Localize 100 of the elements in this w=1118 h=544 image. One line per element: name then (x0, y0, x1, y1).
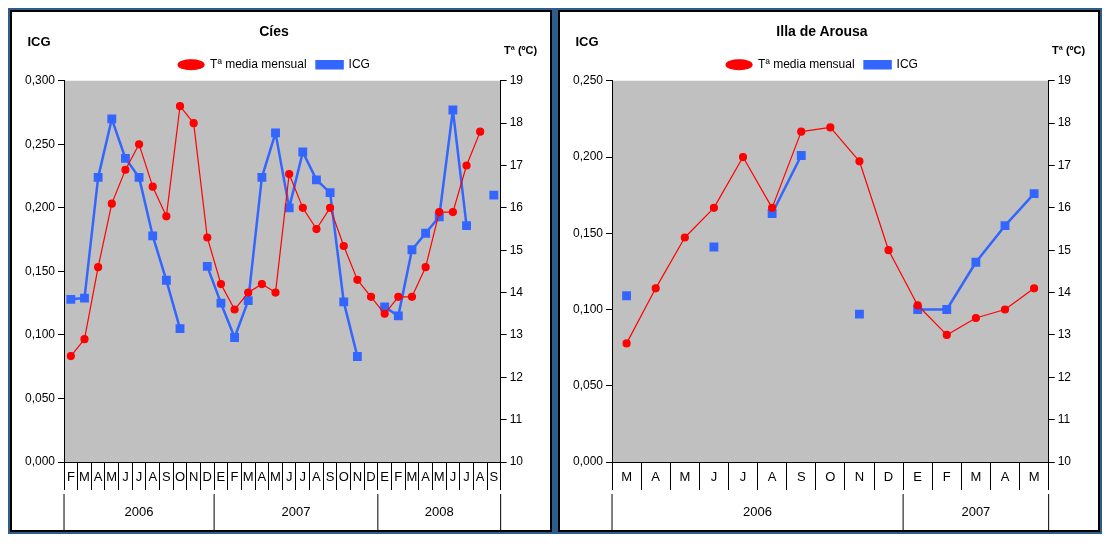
point (1000, 305, 1010, 314)
point (298, 147, 308, 157)
point (738, 152, 748, 162)
y-tick-label: 0,250 (25, 136, 56, 151)
x-tick-label: N (352, 468, 363, 484)
x-tick-label: F (66, 468, 75, 484)
point (421, 263, 430, 272)
legend-label: ICG (896, 57, 918, 72)
x-tick-label: M (79, 468, 90, 484)
y2-tick-label: 11 (509, 411, 523, 426)
x-tick-label: A (257, 468, 267, 484)
x-tick-label: M (621, 468, 633, 484)
point (134, 172, 144, 182)
y2-axis-title: Tª (ºC) (504, 43, 538, 56)
point (243, 296, 253, 306)
point (312, 175, 321, 185)
y-axis-title: ICG (27, 34, 51, 50)
y2-tick-label: 14 (509, 284, 524, 299)
y2-tick-label: 19 (509, 73, 524, 88)
point (80, 293, 89, 303)
point (407, 245, 417, 255)
point (148, 231, 158, 241)
x-tick-label: O (338, 468, 349, 484)
x-tick-label: A (421, 468, 431, 484)
point (216, 280, 226, 289)
x-tick-label: S (796, 468, 806, 484)
x-tick-label: F (394, 468, 403, 484)
point (448, 208, 457, 217)
chart-title: Illa de Arousa (776, 23, 868, 40)
point (352, 352, 362, 361)
point (797, 127, 806, 136)
point (339, 297, 349, 307)
point (462, 221, 471, 231)
x-tick-label: A (651, 468, 661, 484)
x-tick-label: A (767, 468, 777, 484)
point (298, 203, 307, 212)
y2-tick-label: 18 (1057, 115, 1072, 130)
point (257, 172, 267, 182)
point (161, 275, 171, 285)
point (244, 288, 253, 297)
x-tick-label: E (216, 468, 226, 484)
x-tick-label: M (106, 468, 118, 484)
point (339, 241, 348, 251)
point (175, 324, 185, 334)
y2-tick-label: 15 (1057, 242, 1072, 257)
point (826, 123, 835, 132)
x-tick-label: D (202, 468, 212, 484)
point (189, 119, 198, 128)
x-tick-label: M (970, 468, 982, 484)
point (312, 224, 321, 234)
point (380, 309, 389, 318)
point (407, 292, 417, 301)
y2-tick-label: 17 (509, 157, 524, 172)
x-tick-label: D (883, 468, 894, 484)
x-tick-label: S (162, 468, 172, 484)
y-tick-label: 0,100 (25, 327, 56, 342)
y2-tick-label: 16 (1057, 200, 1072, 215)
y-tick-label: 0,250 (573, 73, 604, 88)
x-tick-label: S (325, 468, 335, 484)
y2-tick-label: 15 (509, 242, 524, 257)
point (148, 182, 157, 191)
point (421, 228, 431, 238)
point (94, 263, 103, 272)
point (1030, 284, 1039, 293)
y-tick-label: 0,000 (25, 454, 56, 469)
x-tick-label: M (679, 468, 691, 484)
point (448, 105, 458, 115)
text: 2008 (424, 503, 454, 519)
text: 2006 (124, 503, 154, 519)
point (202, 261, 212, 271)
point (175, 102, 185, 111)
y2-tick-label: 13 (1057, 327, 1072, 342)
point (271, 288, 280, 297)
x-tick-label: J (449, 468, 457, 484)
point (284, 203, 294, 213)
x-tick-label: J (285, 468, 293, 484)
x-tick-label: J (463, 468, 470, 484)
point (80, 335, 89, 344)
point (325, 188, 335, 198)
y-tick-label: 0,050 (573, 378, 604, 393)
legend-label: Tª media mensual (210, 57, 307, 72)
y2-tick-label: 10 (509, 454, 524, 469)
x-tick-label: J (122, 468, 129, 484)
text: 2007 (961, 503, 991, 519)
y-tick-label: 0,100 (573, 301, 604, 316)
y2-tick-label: 14 (1057, 284, 1072, 299)
point (651, 284, 660, 293)
y2-tick-label: 18 (509, 115, 524, 130)
point (121, 153, 130, 163)
point (66, 294, 76, 304)
point (971, 257, 981, 267)
y2-tick-label: 17 (1057, 157, 1072, 172)
point (216, 298, 226, 308)
y-axis-title: ICG (575, 34, 599, 50)
point (709, 203, 719, 212)
y2-tick-label: 12 (1057, 369, 1072, 384)
x-tick-label: A (312, 468, 322, 484)
point (435, 208, 444, 217)
point (462, 161, 471, 170)
point (622, 291, 632, 301)
